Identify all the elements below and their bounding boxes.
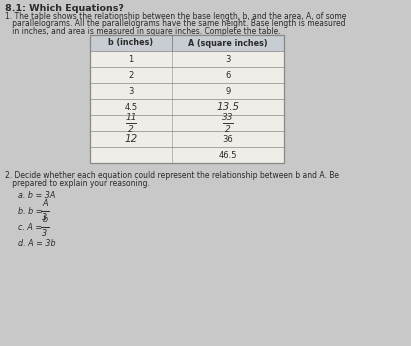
Text: 2: 2 [128,71,134,80]
Text: 1. The table shows the relationship between the base length, b, and the area, A,: 1. The table shows the relationship betw… [5,12,346,21]
Text: 2. Decide whether each equation could represent the relationship between b and A: 2. Decide whether each equation could re… [5,171,339,180]
Text: parallelograms. All the parallelograms have the same height. Base length is meas: parallelograms. All the parallelograms h… [5,19,346,28]
Text: 9: 9 [225,86,231,95]
Text: a. b = 3A: a. b = 3A [18,191,55,200]
Text: 11: 11 [125,112,137,121]
Text: 2: 2 [225,125,231,134]
Text: 3: 3 [42,228,48,237]
Text: 33: 33 [222,112,234,121]
Bar [90,83,284,99]
Bar [90,147,284,163]
Text: A (square inches): A (square inches) [188,38,268,47]
Bar [90,131,284,147]
Text: 3: 3 [225,55,231,64]
Text: 36: 36 [223,135,233,144]
Bar [90,67,284,83]
Text: 8.1: Which Equations?: 8.1: Which Equations? [5,4,124,13]
Text: b: b [42,216,48,225]
Text: 4.5: 4.5 [125,102,138,111]
Bar [90,99,284,115]
Bar [90,35,284,51]
Text: 1: 1 [128,55,134,64]
Text: 3: 3 [128,86,134,95]
Text: 12: 12 [125,134,138,144]
Text: 2: 2 [128,125,134,134]
Text: b. b =: b. b = [18,207,45,216]
Text: 3: 3 [42,212,48,221]
Text: in inches, and area is measured in square inches. Complete the table.: in inches, and area is measured in squar… [5,27,281,36]
Bar [90,115,284,131]
Bar [90,51,284,67]
Text: c. A =: c. A = [18,223,45,232]
Text: b (inches): b (inches) [109,38,154,47]
Text: 46.5: 46.5 [219,151,237,160]
Bar [90,35,284,163]
Text: prepared to explain your reasoning.: prepared to explain your reasoning. [5,179,150,188]
Text: d. A = 3b: d. A = 3b [18,239,55,248]
Text: 6: 6 [225,71,231,80]
Text: 13.5: 13.5 [217,102,240,112]
Text: A: A [42,200,48,209]
